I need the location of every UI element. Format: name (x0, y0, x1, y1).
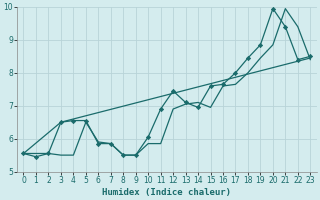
X-axis label: Humidex (Indice chaleur): Humidex (Indice chaleur) (102, 188, 231, 197)
